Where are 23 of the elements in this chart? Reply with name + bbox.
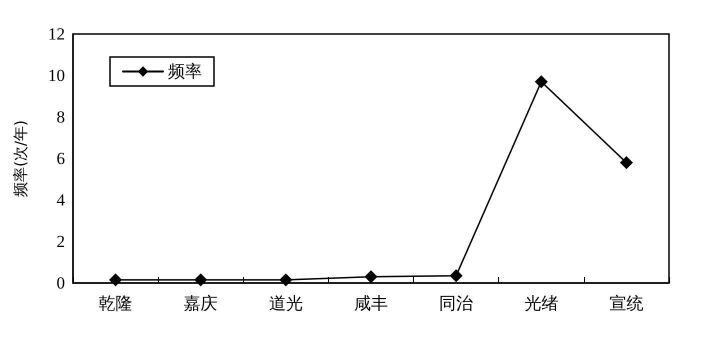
y-tick-label: 8 [56, 108, 65, 126]
y-tick-label: 0 [56, 274, 65, 292]
point [279, 273, 292, 286]
point [109, 273, 122, 286]
y-axis-title: 频率(次/年) [12, 120, 30, 197]
x-tick-label: 光绪 [524, 294, 558, 313]
point [620, 156, 633, 170]
point [450, 269, 463, 282]
point [364, 270, 378, 284]
y-tick-label: 6 [56, 149, 65, 168]
x-tick-label: 同治 [439, 294, 474, 313]
legend-label: 频率 [168, 62, 202, 81]
x-tick-label: 咸丰 [354, 294, 388, 313]
x-tick-label: 嘉庆 [184, 294, 218, 313]
x-tick-label: 乾隆 [98, 294, 133, 313]
x-tick-label: 道光 [268, 294, 303, 313]
y-tick-label: 12 [48, 24, 65, 44]
y-tick-label: 10 [48, 66, 65, 85]
y-tick-label: 4 [56, 190, 66, 210]
x-tick-label: 宣统 [609, 294, 644, 313]
point [534, 75, 548, 88]
point [194, 273, 208, 286]
y-tick-label: 2 [56, 232, 65, 251]
